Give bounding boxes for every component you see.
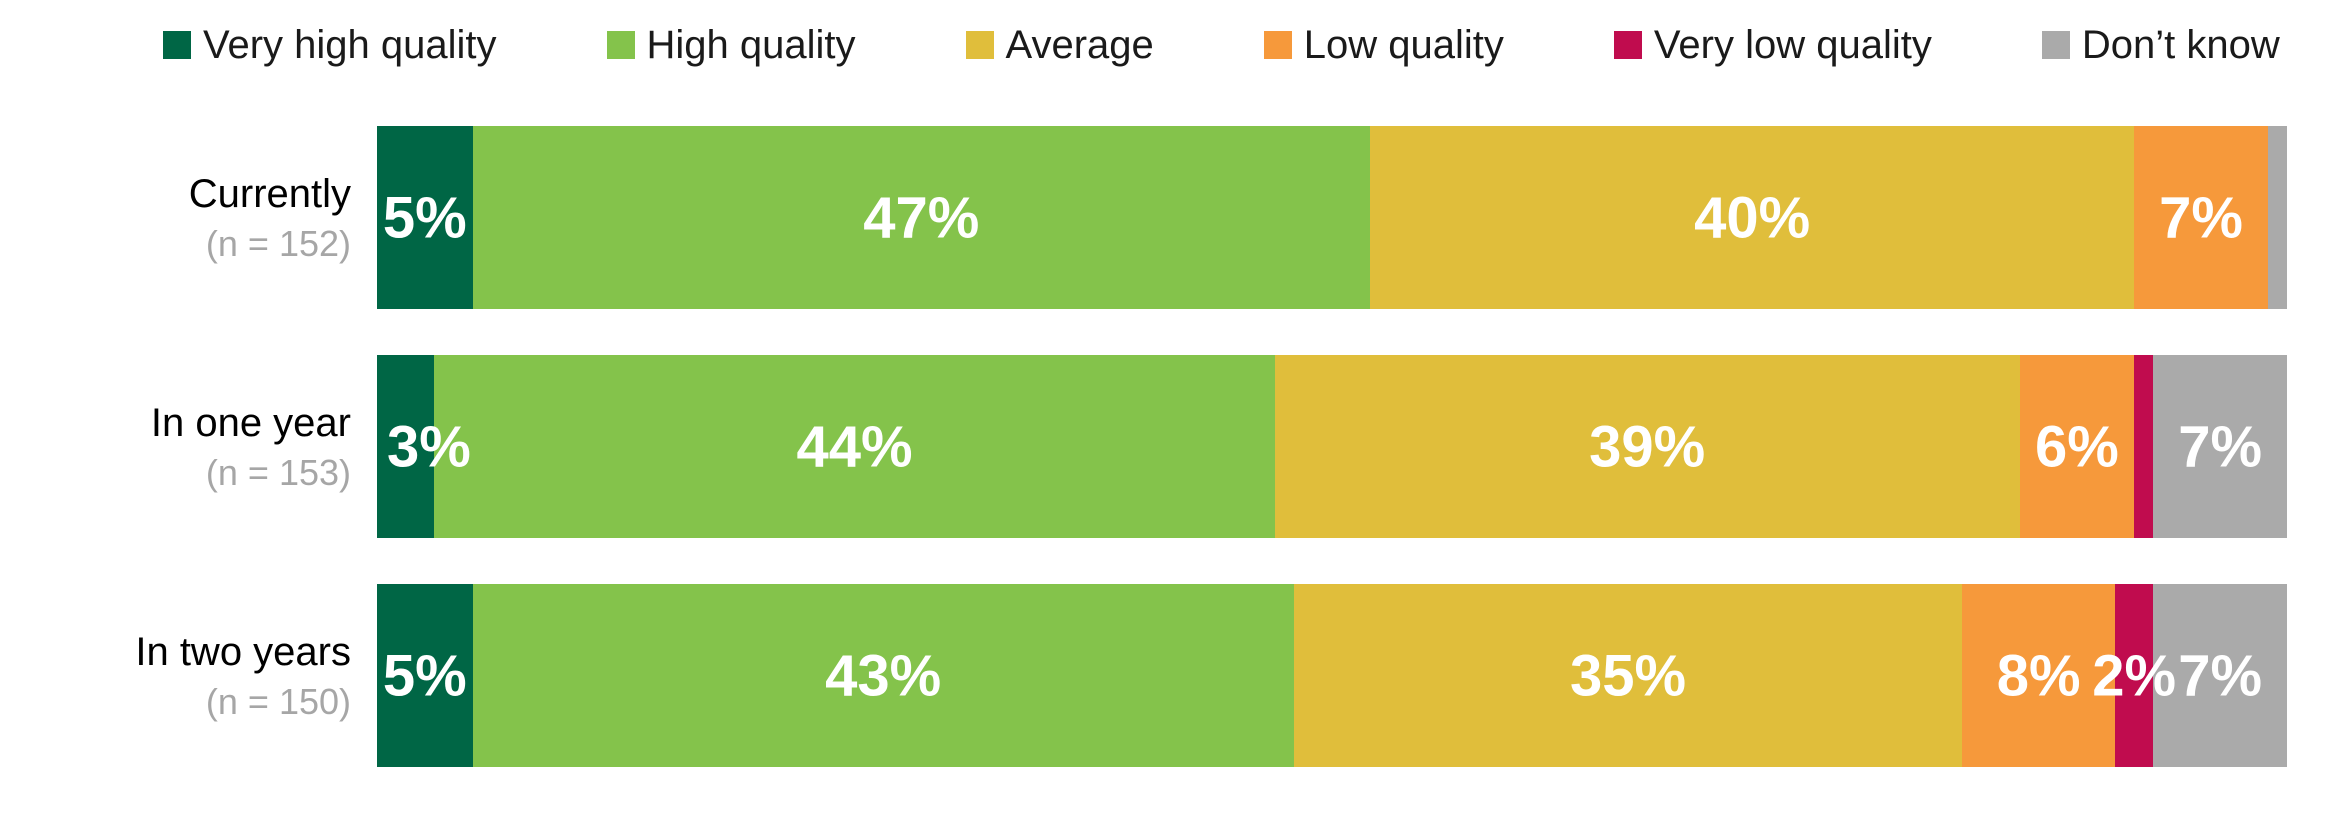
legend-swatch-very-high-quality [163,31,191,59]
legend-item-low-quality: Low quality [1263,22,1504,68]
bar-segment-very-low-quality [2134,355,2154,538]
row-label: In one year (n = 153) [0,355,377,538]
stacked-bar: 5% 43% 35% 8% 2% 7% [377,584,2287,767]
stacked-bar: 3% 44% 39% 6% 7% [377,355,2287,538]
legend-label: Low quality [1303,22,1504,67]
category-sample-size: (n = 152) [205,222,351,264]
bar-segment-average: 35% [1293,584,1963,767]
legend-item-very-low-quality: Very low quality [1613,22,1932,68]
bar-segment-high-quality: 43% [472,584,1294,767]
legend-label: High quality [646,22,856,67]
category-label: Currently [188,171,351,216]
segment-value-label: 43% [825,643,942,708]
category-label: In one year [150,400,351,445]
legend-swatch-average [965,31,994,59]
legend-label: Average [1005,22,1154,67]
bar-segment-low-quality: 6% [2019,355,2135,538]
stacked-bar: 5% 47% 40% 7% [377,126,2287,309]
row-label: Currently (n = 152) [0,126,377,309]
legend-swatch-very-low-quality [1613,31,1642,59]
legend-item-average: Average [965,22,1154,68]
category-label: In two years [135,629,351,674]
chart-legend: Very high quality High quality Average Low … [163,22,2338,68]
legend-swatch-low-quality [1263,31,1292,59]
bar-segment-very-low-quality: 2% [2092,584,2176,767]
segment-value-label: 8% [1996,643,2081,708]
legend-swatch-high-quality [606,31,635,59]
segment-value-label: 5% [382,643,467,708]
chart-row-in-one-year: In one year (n = 153) 3% 44% 39% 6% 7% [0,355,2338,538]
segment-value-label: 6% [2034,414,2119,479]
segment-value-label: 47% [863,185,980,250]
chart-rows: Currently (n = 152) 5% 47% 40% 7% In one year (… [0,126,2338,767]
segment-value-label: 5% [382,185,467,250]
chart-row-currently: Currently (n = 152) 5% 47% 40% 7% [0,126,2338,309]
bar-segment-don-t-know: 7% [2153,584,2287,767]
bar-segment-low-quality: 8% [1962,584,2116,767]
row-label: In two years (n = 150) [0,584,377,767]
stacked-bar-chart: Very high quality High quality Average Low … [0,22,2338,832]
bar-segment-average: 40% [1370,126,2135,309]
segment-value-label: 39% [1589,414,1706,479]
chart-row-in-two-years: In two years (n = 150) 5% 43% 35% 8% 2% 7% [0,584,2338,767]
legend-label: Don’t know [2081,22,2280,67]
legend-item-very-high-quality: Very high quality [163,23,497,68]
segment-value-label: 40% [1694,185,1811,250]
category-sample-size: (n = 153) [205,451,351,493]
legend-label: Very high quality [203,22,497,67]
bar-segment-average: 39% [1274,355,2020,538]
bar-segment-very-high-quality: 5% [377,126,473,309]
bar-segment-low-quality: 7% [2134,126,2268,309]
bar-segment-very-high-quality: 3% [377,355,471,538]
legend-item-don-t-know: Don’t know [2041,22,2280,68]
legend-swatch-don-t-know [2041,31,2070,59]
bar-segment-high-quality: 44% [434,355,1275,538]
segment-value-label: 7% [2159,185,2243,250]
bar-segment-don-t-know: 7% [2153,355,2287,538]
category-sample-size: (n = 150) [205,680,351,722]
bar-segment-very-high-quality: 5% [377,584,473,767]
segment-value-label: 7% [2178,643,2263,708]
legend-label: Very low quality [1653,22,1932,67]
bar-segment-high-quality: 47% [472,126,1371,309]
bar-segment-don-t-know [2267,126,2287,309]
segment-value-label: 44% [796,414,913,479]
segment-value-label: 7% [2178,414,2263,479]
segment-value-label: 35% [1570,643,1687,708]
legend-item-high-quality: High quality [606,22,856,68]
